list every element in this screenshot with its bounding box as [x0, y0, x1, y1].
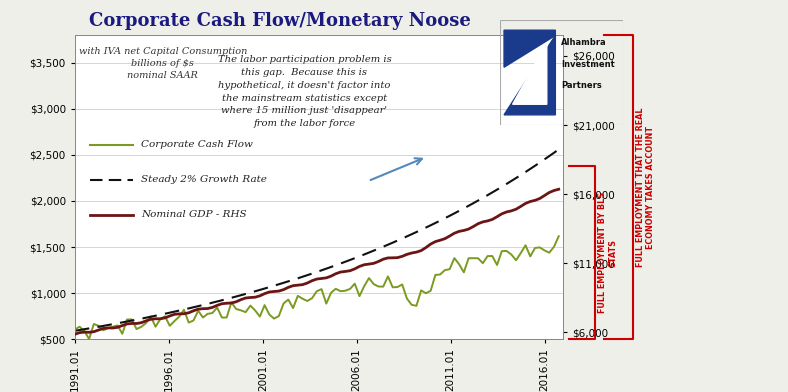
Polygon shape: [504, 30, 556, 67]
Text: Alhambra: Alhambra: [561, 38, 607, 47]
Text: Corporate Cash Flow/Monetary Noose: Corporate Cash Flow/Monetary Noose: [89, 12, 471, 30]
Polygon shape: [512, 43, 547, 104]
Text: Investment: Investment: [561, 60, 615, 69]
Text: Partners: Partners: [561, 81, 602, 90]
Text: Nominal GDP - RHS: Nominal GDP - RHS: [141, 210, 247, 219]
Polygon shape: [504, 36, 556, 115]
Text: FULL EMPLOYMENT BY BLS
STATS: FULL EMPLOYMENT BY BLS STATS: [598, 192, 618, 313]
Text: The labor participation problem is
this gap.  Because this is
hypothetical, it d: The labor participation problem is this …: [217, 55, 392, 128]
Text: Steady 2% Growth Rate: Steady 2% Growth Rate: [141, 175, 266, 184]
Text: with IVA net Capital Consumption
billions of $s
nominal SAAR: with IVA net Capital Consumption billion…: [79, 47, 247, 80]
Text: Corporate Cash Flow: Corporate Cash Flow: [141, 140, 253, 149]
Text: FULL EMPLOYMENT THAT THE REAL
ECONOMY TAKES ACCOUNT: FULL EMPLOYMENT THAT THE REAL ECONOMY TA…: [636, 107, 656, 267]
